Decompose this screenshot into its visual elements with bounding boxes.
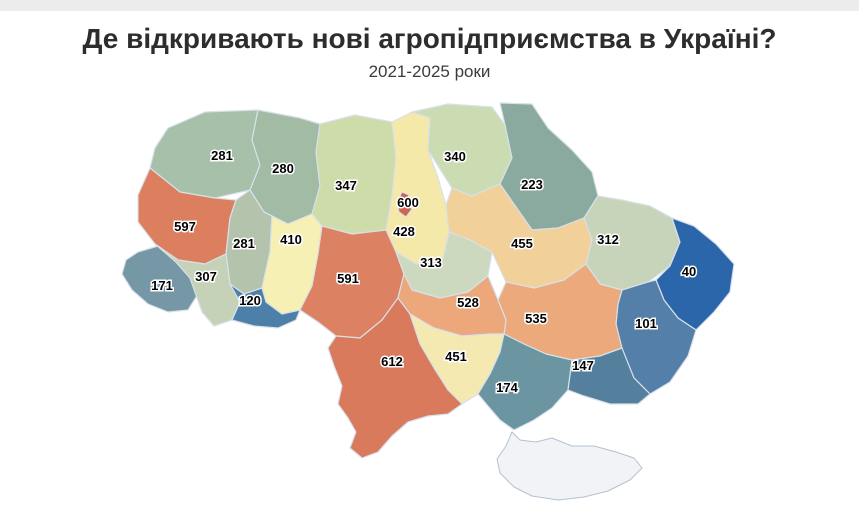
region-odesa[interactable]	[327, 297, 463, 459]
top-bar	[0, 0, 859, 11]
map-regions	[121, 102, 735, 501]
region-kherson[interactable]	[477, 333, 573, 431]
region-zaporizhzhia[interactable]	[567, 347, 651, 405]
region-crimea[interactable]	[496, 431, 643, 501]
chart-subtitle: 2021-2025 роки	[368, 62, 491, 81]
region-kyiv-city[interactable]	[396, 191, 413, 218]
chart-title: Де відкривають нові агропідприємства в У…	[82, 23, 777, 54]
region-chernivtsi[interactable]	[229, 283, 301, 329]
region-zhytomyr[interactable]	[311, 114, 397, 235]
